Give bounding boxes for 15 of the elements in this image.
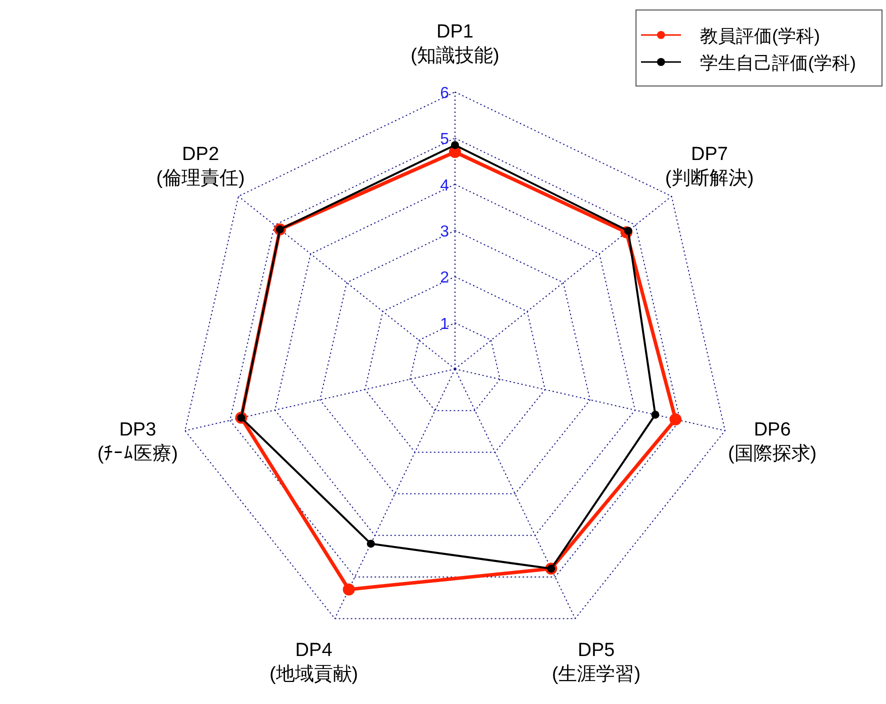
legend-label: 教員評価(学科) [700, 26, 820, 46]
spoke-label: DP2 (倫理責任) [156, 144, 245, 190]
spoke-label: DP4 (地域貢献) [269, 640, 358, 686]
y-tick-label: 3 [440, 224, 450, 240]
y-tick-label: 1 [440, 316, 450, 333]
y-tick-label: 6 [440, 85, 450, 102]
legend-label: 学生自己評価(学科) [700, 53, 856, 73]
spoke-label: DP6 (国際探求) [728, 419, 817, 464]
spoke-label: DP5 (生涯学習) [552, 640, 641, 686]
spoke-label: DP7 (判断解決) [665, 144, 754, 190]
y-tick-label: 4 [440, 177, 450, 194]
spoke-label: DP1 (知識技能) [410, 22, 500, 67]
spoke-label: DP3 (ﾁｰﾑ医療) [97, 419, 178, 464]
y-tick-label: 5 [440, 131, 450, 148]
y-tick-label: 2 [440, 270, 450, 287]
